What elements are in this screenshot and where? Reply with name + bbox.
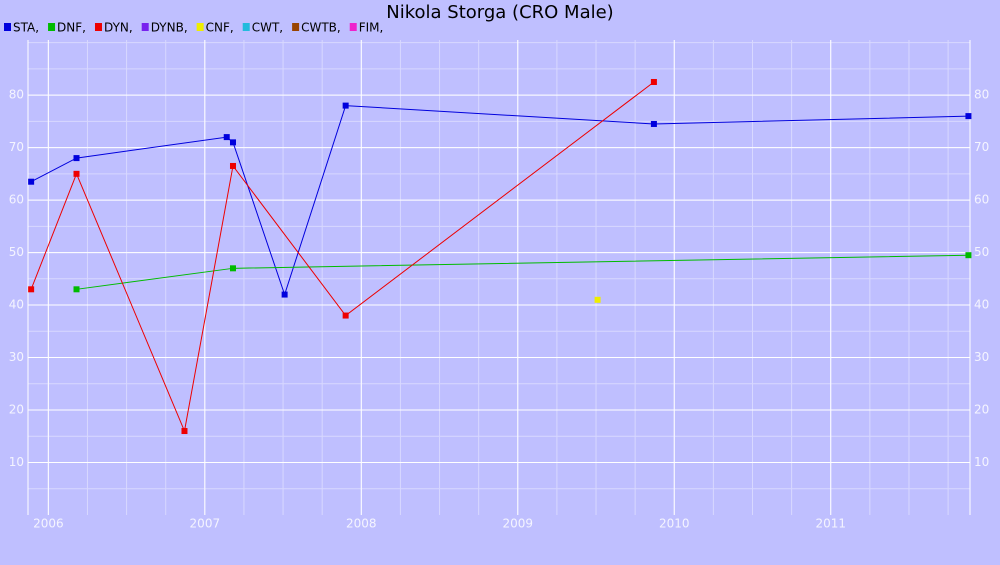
point — [229, 162, 236, 169]
point — [181, 428, 188, 435]
legend-label: CWT, — [252, 21, 283, 35]
legend-swatch — [292, 23, 300, 31]
legend-swatch — [141, 23, 149, 31]
x-tick-label: 2008 — [346, 517, 377, 531]
x-tick-label: 2009 — [503, 517, 534, 531]
y2-tick-label: 70 — [974, 140, 989, 154]
x-tick-label: 2007 — [190, 517, 221, 531]
point — [342, 102, 349, 109]
point — [223, 134, 230, 141]
legend-label: DYN, — [104, 21, 133, 35]
y-tick-label: 20 — [9, 403, 24, 417]
point — [229, 265, 236, 272]
legend-label: FIM, — [359, 21, 384, 35]
y2-tick-label: 80 — [974, 88, 989, 102]
series-line — [30, 81, 655, 433]
point — [73, 155, 80, 162]
point — [650, 78, 657, 85]
legend-label: STA, — [13, 21, 39, 35]
y-tick-label: 60 — [9, 193, 24, 207]
legend-label: DYNB, — [151, 21, 188, 35]
y2-tick-label: 30 — [974, 350, 989, 364]
legend-swatch — [196, 23, 204, 31]
y2-tick-label: 10 — [974, 455, 989, 469]
point — [965, 113, 972, 120]
legend-swatch — [4, 23, 11, 31]
point — [73, 286, 80, 293]
legend-swatch — [242, 23, 250, 31]
point — [229, 139, 236, 146]
x-tick-label: 2011 — [815, 517, 846, 531]
y-tick-label: 70 — [9, 140, 24, 154]
point — [28, 178, 35, 185]
y-tick-label: 40 — [9, 298, 24, 312]
y-tick-label: 80 — [9, 88, 24, 102]
y-tick-label: 50 — [9, 245, 24, 259]
y2-tick-label: 20 — [974, 403, 989, 417]
point — [28, 286, 35, 293]
point — [342, 312, 349, 319]
y-tick-label: 10 — [9, 455, 24, 469]
y2-tick-label: 60 — [974, 193, 989, 207]
point — [965, 252, 972, 259]
legend-swatch — [94, 23, 102, 31]
legend-label: DNF, — [57, 21, 86, 35]
y2-tick-label: 40 — [974, 298, 989, 312]
x-tick-label: 2006 — [33, 517, 64, 531]
chart-title: Nikola Storga (CRO Male) — [386, 2, 613, 23]
x-tick-label: 2010 — [659, 517, 690, 531]
legend-swatch — [48, 23, 56, 31]
y-tick-label: 30 — [9, 350, 24, 364]
point — [281, 291, 288, 298]
legend-label: CWTB, — [301, 21, 341, 35]
point — [73, 170, 80, 177]
y2-tick-label: 50 — [974, 245, 989, 259]
point — [594, 296, 601, 303]
point — [650, 120, 657, 127]
legend-label: CNF, — [206, 21, 234, 35]
legend-swatch — [349, 23, 357, 31]
